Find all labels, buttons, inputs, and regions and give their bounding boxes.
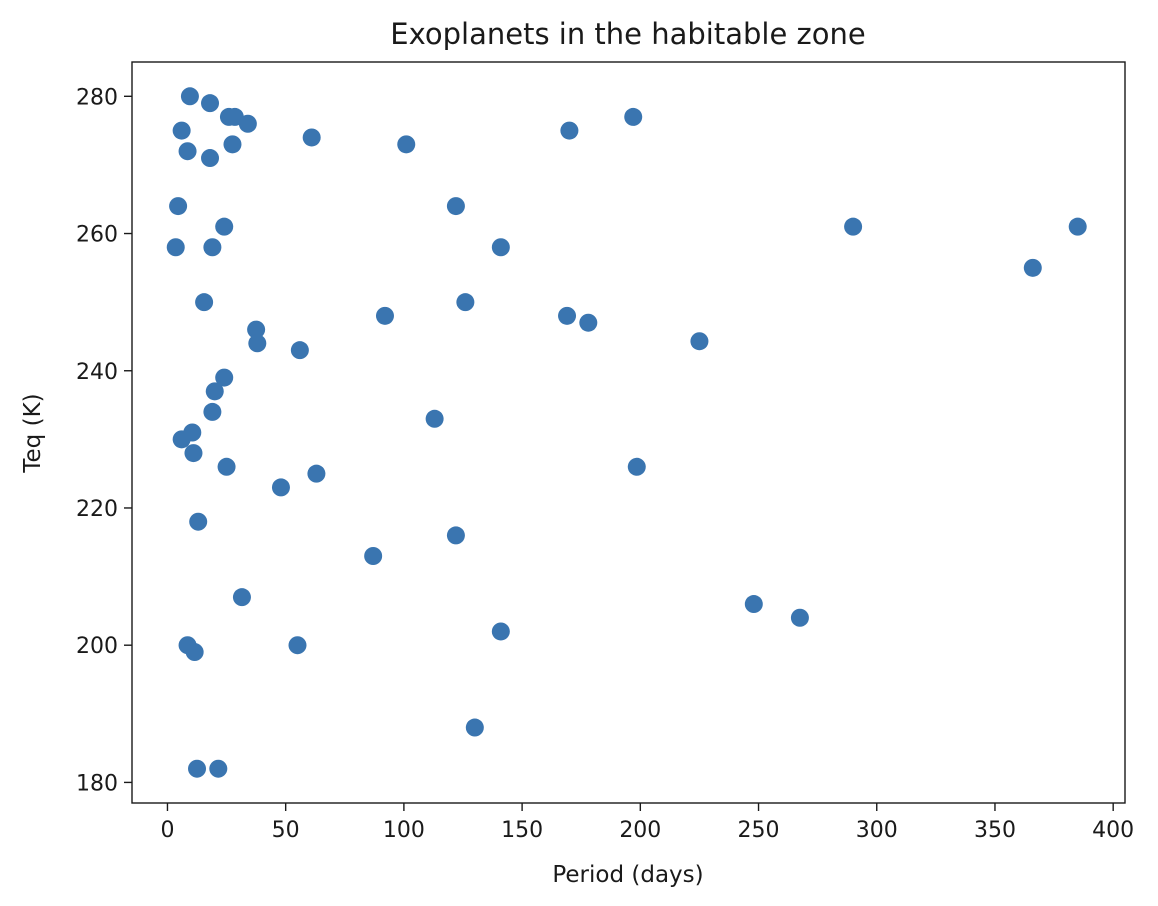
x-tick-label: 0 bbox=[160, 818, 174, 843]
x-tick-label: 50 bbox=[272, 818, 300, 843]
data-point bbox=[579, 313, 598, 332]
data-point bbox=[627, 457, 646, 476]
x-tick-label: 200 bbox=[619, 818, 661, 843]
data-point bbox=[690, 332, 709, 351]
data-point bbox=[375, 306, 394, 325]
data-point bbox=[247, 320, 266, 339]
data-point bbox=[397, 135, 416, 154]
data-point bbox=[183, 423, 202, 442]
data-point bbox=[215, 368, 234, 387]
data-point bbox=[205, 382, 224, 401]
data-point bbox=[456, 293, 475, 312]
data-point bbox=[185, 643, 204, 662]
data-point bbox=[1068, 217, 1087, 236]
data-point bbox=[302, 128, 321, 147]
data-point bbox=[364, 547, 383, 565]
data-point bbox=[624, 107, 643, 126]
data-point bbox=[491, 238, 510, 257]
data-point bbox=[238, 114, 257, 133]
x-tick-label: 400 bbox=[1092, 818, 1134, 843]
data-point bbox=[560, 121, 579, 140]
data-point bbox=[180, 87, 199, 106]
data-point bbox=[425, 409, 444, 428]
data-point bbox=[232, 588, 251, 607]
x-tick-label: 250 bbox=[738, 818, 780, 843]
data-point bbox=[188, 759, 207, 778]
data-point bbox=[446, 197, 465, 216]
data-point bbox=[790, 608, 809, 627]
data-point bbox=[558, 306, 577, 325]
y-tick-label: 260 bbox=[76, 223, 118, 248]
data-point bbox=[215, 217, 234, 236]
data-point bbox=[223, 135, 242, 154]
data-point bbox=[217, 457, 236, 476]
x-tick-label: 150 bbox=[501, 818, 543, 843]
data-point bbox=[169, 197, 188, 216]
data-point bbox=[465, 718, 484, 737]
data-point bbox=[844, 217, 863, 236]
data-point bbox=[209, 759, 228, 778]
y-tick-label: 280 bbox=[76, 85, 118, 110]
y-tick-label: 200 bbox=[76, 634, 118, 659]
data-point bbox=[166, 238, 185, 257]
data-point bbox=[271, 478, 290, 497]
data-point bbox=[195, 293, 214, 312]
ticks-layer: 0 50 100 150 200 250 300 350 400 180 200 220 240 260 2… bbox=[76, 85, 1134, 843]
x-tick-label: 300 bbox=[856, 818, 898, 843]
data-point bbox=[307, 464, 326, 483]
data-point bbox=[288, 636, 307, 655]
data-point bbox=[172, 121, 191, 140]
y-tick-label: 240 bbox=[76, 360, 118, 385]
data-point bbox=[446, 526, 465, 545]
y-axis-label: Teq (K) bbox=[20, 393, 46, 473]
data-point bbox=[290, 341, 309, 360]
data-point bbox=[189, 512, 208, 531]
x-tick-label: 100 bbox=[383, 818, 425, 843]
points-layer bbox=[166, 87, 1087, 778]
x-axis-label: Period (days) bbox=[552, 862, 703, 888]
plot-area-frame bbox=[131, 61, 1126, 804]
data-point bbox=[184, 444, 203, 463]
data-point bbox=[491, 622, 510, 641]
data-point bbox=[203, 402, 222, 421]
x-tick-label: 350 bbox=[974, 818, 1016, 843]
data-point bbox=[178, 142, 197, 161]
data-point bbox=[203, 238, 222, 257]
data-point bbox=[744, 595, 763, 614]
data-point bbox=[201, 149, 220, 168]
data-point bbox=[201, 94, 220, 113]
chart-title: Exoplanets in the habitable zone bbox=[390, 17, 865, 51]
data-point bbox=[248, 334, 267, 353]
y-tick-label: 180 bbox=[76, 771, 118, 796]
y-tick-label: 220 bbox=[76, 497, 118, 522]
data-point bbox=[1023, 258, 1042, 277]
